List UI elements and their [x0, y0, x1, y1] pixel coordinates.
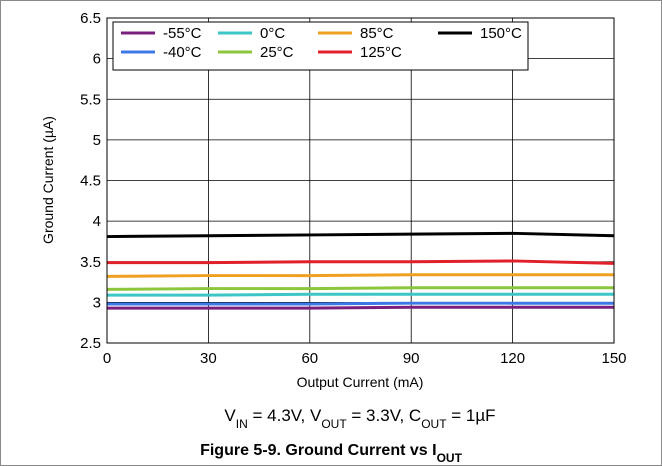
plot-area-border — [106, 17, 615, 344]
series-line--40c — [107, 301, 614, 306]
vin-subscript: IN — [236, 417, 248, 431]
series-line-125c — [107, 259, 615, 265]
y-tick-label: 4.5 — [80, 173, 101, 190]
series-line-150c — [106, 231, 615, 239]
y-tick-label: 3 — [93, 294, 101, 311]
x-tick-label: 60 — [301, 350, 318, 367]
legend-label: 0°C — [260, 25, 285, 42]
legend-label: 150°C — [480, 25, 522, 42]
legend-label: 85°C — [360, 25, 394, 42]
legend-label: 25°C — [260, 44, 294, 61]
series-line-85c — [106, 273, 614, 278]
test-conditions: VIN = 4.3V, VOUT = 3.3V, COUT = 1µF — [224, 406, 495, 431]
cout-value: = 1µF — [447, 406, 496, 425]
cout-label: C — [409, 406, 421, 425]
vin-label: V — [224, 406, 236, 425]
y-tick-labels: 2.5 3 3.5 4 4.5 5 5.5 6 6.5 — [80, 10, 101, 352]
y-tick-label: 4 — [93, 213, 101, 230]
y-tick-label: 5 — [93, 132, 101, 149]
vin-value: = 4.3V, — [248, 406, 310, 425]
figure-caption: Figure 5-9. Ground Current vs IOUT — [200, 442, 462, 465]
x-tick-label: 120 — [500, 350, 525, 367]
caption-main: Figure 5-9. Ground Current vs I — [200, 442, 436, 459]
legend-label: -40°C — [163, 44, 202, 61]
y-tick-label: 6 — [93, 51, 101, 68]
legend-label: -55°C — [163, 25, 202, 42]
vout-value: = 3.3V, — [347, 406, 409, 425]
x-tick-label: 90 — [403, 350, 420, 367]
cout-subscript: OUT — [421, 417, 447, 431]
series-line-0c — [107, 292, 614, 297]
legend-label: 125°C — [360, 44, 402, 61]
vout-subscript: OUT — [321, 417, 347, 431]
legend-box — [112, 21, 529, 71]
x-tick-labels: 0 30 60 90 120 150 — [103, 350, 627, 367]
x-tick-label: 0 — [103, 350, 111, 367]
series-line-25c — [106, 286, 614, 291]
y-axis-label: Ground Current (µA) — [40, 116, 56, 244]
x-tick-label: 150 — [601, 350, 626, 367]
y-tick-label: 6.5 — [80, 10, 101, 27]
x-tick-label: 30 — [200, 350, 217, 367]
y-tick-label: 5.5 — [80, 91, 101, 108]
y-tick-label: 2.5 — [80, 335, 101, 352]
y-tick-label: 3.5 — [80, 254, 101, 271]
vout-label: V — [310, 406, 322, 425]
series-lines — [106, 231, 615, 310]
legend: -55°C -40°C 0°C 25°C 85°C 125°C 150°C — [112, 21, 529, 71]
x-axis-label: Output Current (mA) — [297, 374, 424, 390]
series-line--55c — [107, 305, 614, 310]
caption-subscript: OUT — [437, 451, 463, 465]
